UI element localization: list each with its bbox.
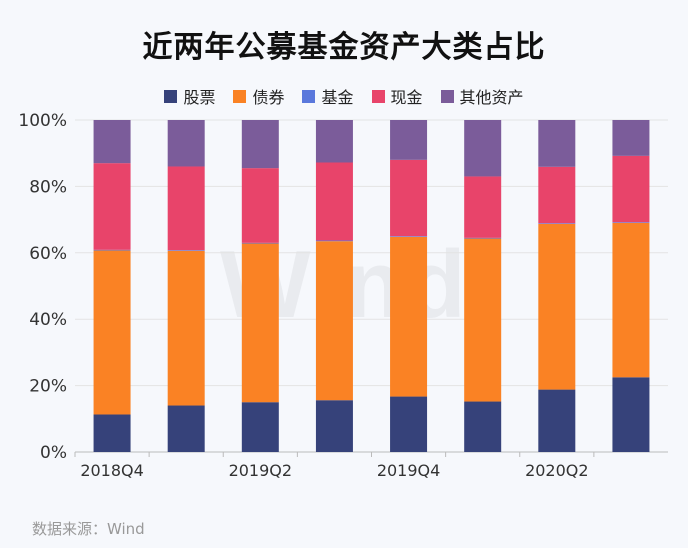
bar-segment — [390, 120, 428, 160]
x-tick-label: 2019Q2 — [229, 461, 293, 480]
bar-segment — [315, 400, 353, 452]
y-tick-label: 0% — [40, 443, 67, 463]
bar-segment — [241, 402, 279, 452]
bar-segment — [464, 176, 502, 238]
bar-segment — [390, 396, 428, 452]
legend-label: 其他资产 — [459, 88, 524, 107]
bar-segment — [612, 155, 650, 223]
bar-segment — [167, 166, 205, 251]
chart-legend: 股票 债券 基金 现金 其他资产 — [0, 84, 688, 108]
legend-swatch — [440, 89, 454, 103]
chart-title: 近两年公募基金资产大类占比 — [142, 30, 546, 65]
legend-swatch — [164, 89, 178, 103]
legend-label: 基金 — [321, 88, 354, 107]
legend-swatch — [233, 89, 247, 103]
bar-segment — [538, 389, 576, 452]
x-tick-label: 2018Q4 — [80, 461, 144, 480]
x-tick-label: 2019Q4 — [377, 461, 441, 480]
y-tick-label: 60% — [29, 244, 67, 264]
bar-segment — [93, 249, 131, 251]
bar-segment — [390, 236, 428, 237]
bar-segment — [167, 405, 205, 452]
y-tick-label: 80% — [29, 177, 67, 197]
bar-segment — [241, 242, 279, 244]
legend-swatch — [371, 89, 385, 103]
legend-item-other[interactable]: 其他资产 — [440, 84, 524, 108]
bar-segment — [612, 222, 650, 223]
legend-item-bond[interactable]: 债券 — [233, 84, 284, 108]
bar-segment — [315, 120, 353, 163]
bar-segment — [612, 222, 650, 378]
bar-segment — [315, 241, 353, 401]
bar-segment — [93, 163, 131, 250]
bar-segment — [612, 120, 650, 156]
x-tick-label: 2020Q2 — [525, 461, 589, 480]
bar-segment — [241, 120, 279, 169]
bar-segment — [538, 120, 576, 167]
legend-label: 股票 — [183, 88, 216, 107]
legend-item-fund[interactable]: 基金 — [302, 84, 354, 108]
legend-label: 债券 — [252, 88, 285, 107]
bar-segment — [241, 243, 279, 403]
bar-segment — [167, 250, 205, 251]
y-tick-label: 20% — [29, 377, 67, 397]
bar-segment — [390, 236, 428, 397]
bar-segment — [93, 414, 131, 452]
bar-segment — [390, 159, 428, 237]
bar-segment — [464, 401, 502, 452]
legend-item-cash[interactable]: 现金 — [371, 84, 423, 108]
legend-item-stock[interactable]: 股票 — [164, 84, 215, 108]
bar-segment — [538, 223, 576, 224]
y-tick-label: 40% — [29, 310, 67, 330]
bar-segment — [464, 238, 502, 402]
bar-segment — [167, 250, 205, 406]
bar-segment — [464, 120, 502, 177]
legend-label: 现金 — [390, 88, 423, 107]
bar-segment — [464, 237, 502, 239]
bar-segment — [538, 223, 576, 390]
bar-segment — [93, 250, 131, 415]
bar-segment — [241, 168, 279, 243]
bar-segment — [93, 120, 131, 164]
data-source-note: 数据来源：Wind — [32, 520, 145, 538]
bar-segment — [612, 377, 650, 452]
y-tick-label: 100% — [18, 111, 67, 131]
bar-segment — [167, 120, 205, 167]
bar-segment — [538, 166, 576, 224]
bar-segment — [315, 240, 353, 242]
bar-segment — [315, 162, 353, 241]
legend-swatch — [302, 89, 316, 103]
